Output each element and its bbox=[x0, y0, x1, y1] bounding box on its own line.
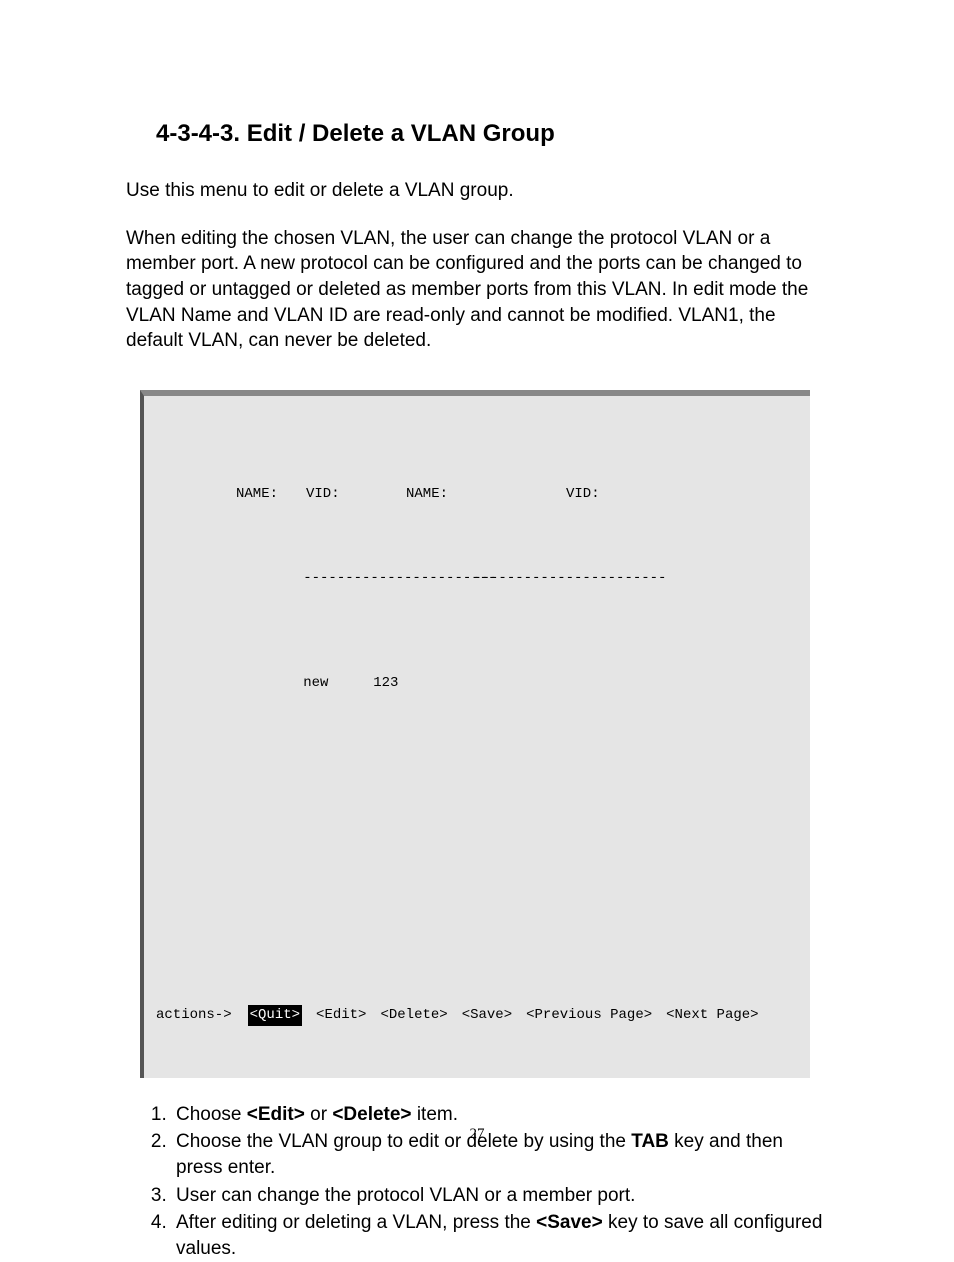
step-4-bold-save: <Save> bbox=[536, 1212, 603, 1233]
col-header-vid-1: VID: bbox=[306, 484, 406, 505]
intro-paragraph-2: When editing the chosen VLAN, the user c… bbox=[126, 226, 828, 354]
intro-paragraph-1: Use this menu to edit or delete a VLAN g… bbox=[126, 178, 828, 204]
step-4: After editing or deleting a VLAN, press … bbox=[172, 1210, 828, 1261]
col-header-name-2: NAME: bbox=[406, 484, 566, 505]
terminal-divider-row: ----------------------------------------… bbox=[156, 547, 798, 610]
action-quit[interactable]: <Quit> bbox=[248, 1005, 302, 1026]
col-header-vid-2: VID: bbox=[566, 484, 666, 505]
step-1-bold-edit: <Edit> bbox=[247, 1104, 305, 1125]
step-1: Choose <Edit> or <Delete> item. bbox=[172, 1102, 828, 1128]
step-1-text-c: or bbox=[305, 1104, 332, 1125]
terminal-header-row: NAME:VID:NAME:VID: bbox=[156, 484, 798, 505]
page-number: 27 bbox=[0, 1126, 954, 1143]
col-header-name-1: NAME: bbox=[156, 484, 306, 505]
row-vid: 123 bbox=[373, 673, 473, 694]
action-next-page[interactable]: <Next Page> bbox=[666, 1005, 758, 1026]
step-1-bold-delete: <Delete> bbox=[332, 1104, 411, 1125]
action-edit[interactable]: <Edit> bbox=[316, 1005, 366, 1026]
actions-label: actions-> bbox=[156, 1005, 232, 1026]
step-4-text-a: After editing or deleting a VLAN, press … bbox=[176, 1212, 536, 1233]
action-save[interactable]: <Save> bbox=[462, 1005, 512, 1026]
terminal-window: NAME:VID:NAME:VID: ---------------------… bbox=[140, 390, 810, 1078]
divider-1: ----------------------- bbox=[223, 568, 473, 589]
row-name: new bbox=[223, 673, 373, 694]
step-1-text-a: Choose bbox=[176, 1104, 247, 1125]
terminal-actions-row: actions-> <Quit> <Edit> <Delete> <Save> … bbox=[156, 999, 798, 1026]
terminal-spacer bbox=[156, 757, 798, 957]
action-delete[interactable]: <Delete> bbox=[380, 1005, 447, 1026]
step-3: User can change the protocol VLAN or a m… bbox=[172, 1183, 828, 1209]
terminal-screenshot: NAME:VID:NAME:VID: ---------------------… bbox=[140, 390, 828, 1078]
section-heading: 4-3-4-3. Edit / Delete a VLAN Group bbox=[156, 120, 828, 148]
step-1-text-e: item. bbox=[412, 1104, 458, 1125]
divider-2: ----------------------- bbox=[473, 568, 733, 589]
action-previous-page[interactable]: <Previous Page> bbox=[526, 1005, 652, 1026]
table-row: new123 bbox=[156, 652, 798, 715]
